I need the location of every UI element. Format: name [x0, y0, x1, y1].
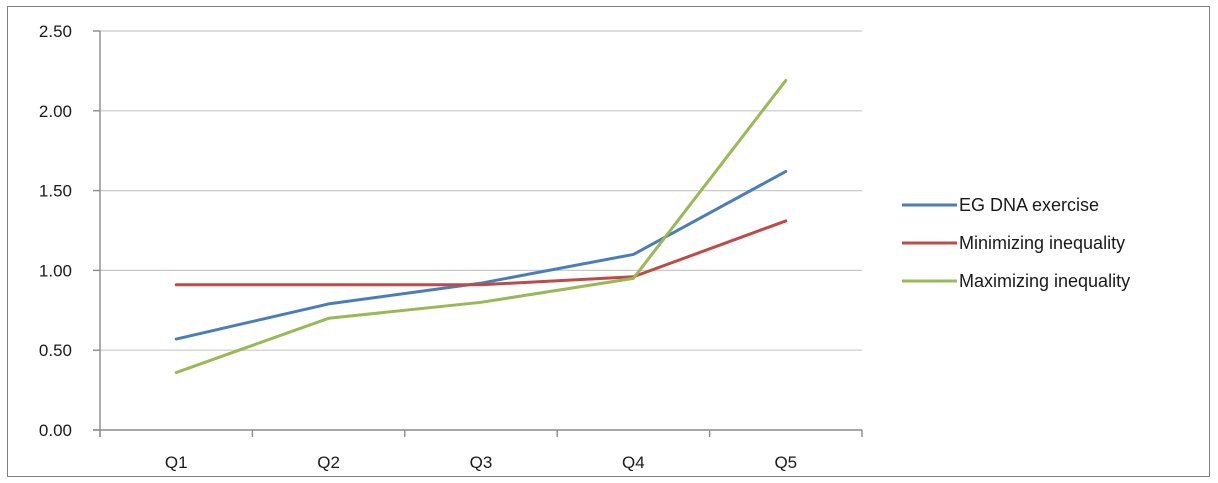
x-tick-label: Q5: [774, 453, 797, 472]
x-tick-labels: Q1 Q2 Q3 Q4 Q5: [165, 453, 797, 472]
series-line-1: [174, 169, 788, 341]
chart-frame: [7, 6, 1210, 477]
y-tick-label: 0.00: [39, 421, 72, 440]
legend-label: Minimizing inequality: [959, 233, 1125, 253]
series-line-2: [174, 219, 788, 287]
x-tick-label: Q2: [317, 453, 340, 472]
y-tick-labels: 0.00 0.50 1.00 1.50 2.00 2.50: [39, 22, 72, 440]
y-tick-label: 2.00: [39, 102, 72, 121]
y-tick-label: 0.50: [39, 341, 72, 360]
gridlines: [100, 30, 862, 351]
series-line-3: [174, 78, 788, 375]
y-tick-label: 2.50: [39, 22, 72, 41]
x-tick-label: Q1: [165, 453, 188, 472]
legend-label: Maximizing inequality: [959, 271, 1130, 291]
legend-label: EG DNA exercise: [959, 195, 1099, 215]
x-tick-label: Q4: [622, 453, 645, 472]
y-tick-label: 1.00: [39, 261, 72, 280]
series-lines: [174, 78, 788, 375]
legend: EG DNA exercise Minimizing inequality Maxi…: [902, 195, 1130, 291]
x-tick-label: Q3: [470, 453, 493, 472]
y-tick-label: 1.50: [39, 182, 72, 201]
axes: [93, 30, 863, 437]
